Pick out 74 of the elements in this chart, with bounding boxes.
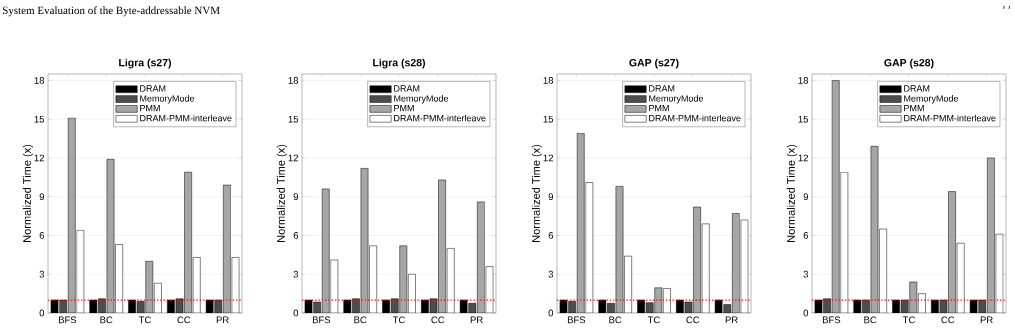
y-tick-label: 18 — [798, 77, 809, 84]
y-tick-label: 3 — [803, 270, 809, 278]
y-tick-label: 6 — [39, 232, 45, 239]
legend-label: DRAM-PMM-interleave — [394, 114, 486, 122]
y-tick-label: 12 — [798, 154, 808, 162]
y-tick-label: 18 — [288, 77, 299, 84]
x-tick-label: BFS — [567, 316, 586, 324]
x-tick-label: PR — [980, 316, 993, 324]
x-tick-label: BC — [100, 316, 113, 324]
y-tick-label: 0 — [293, 309, 299, 317]
x-tick-label: BC — [864, 316, 877, 324]
x-tick-label: BFS — [822, 316, 841, 324]
legend-label: DRAM-PMM-interleave — [649, 114, 741, 122]
legend-label: MemoryMode — [394, 95, 449, 104]
legend-label: MemoryMode — [904, 95, 959, 104]
y-tick-label: 3 — [548, 270, 554, 278]
legend-label: DRAM — [394, 85, 420, 92]
legend-label: DRAM — [649, 85, 675, 92]
x-tick-label: CC — [431, 316, 445, 324]
x-tick-label: BFS — [58, 316, 77, 324]
legend-label: DRAM — [904, 85, 930, 92]
x-tick-label: PR — [216, 316, 229, 324]
chart-title: Ligra (s27) — [119, 58, 172, 69]
y-tick-label: 0 — [803, 309, 809, 317]
y-tick-label: 9 — [803, 193, 809, 201]
text: , , — [1002, 6, 1011, 10]
legend-label: PMM — [140, 105, 160, 112]
legend-label: PMM — [904, 105, 924, 112]
text: System Evaluation of the Byte-addressable NVM — [2, 6, 220, 17]
legend-label: PMM — [394, 105, 414, 112]
y-axis-title: Normalized Time (x) — [276, 144, 288, 242]
x-tick-label: TC — [902, 316, 915, 324]
y-tick-label: 15 — [798, 115, 809, 123]
y-tick-label: 18 — [543, 77, 554, 84]
y-tick-label: 0 — [548, 309, 554, 317]
y-tick-label: 15 — [543, 115, 554, 123]
legend-label: DRAM-PMM-interleave — [904, 114, 996, 122]
chart-title: GAP (s27) — [629, 58, 679, 69]
y-axis-title: Normalized Time (x) — [531, 144, 543, 242]
y-tick-label: 6 — [548, 232, 554, 239]
y-tick-label: 15 — [288, 115, 299, 123]
y-tick-label: 9 — [293, 193, 299, 201]
y-tick-label: 12 — [34, 154, 45, 162]
y-tick-label: 9 — [548, 193, 554, 201]
legend-label: DRAM-PMM-interleave — [140, 114, 232, 122]
y-tick-label: 6 — [293, 232, 299, 239]
y-tick-label: 15 — [34, 115, 45, 123]
y-tick-label: 9 — [39, 193, 45, 201]
y-tick-label: 3 — [293, 270, 299, 278]
y-tick-label: 3 — [39, 270, 45, 278]
x-tick-label: PR — [470, 316, 483, 324]
x-tick-label: TC — [138, 316, 151, 324]
chart-title: GAP (s28) — [884, 58, 934, 69]
y-axis-title: Normalized Time (x) — [22, 144, 34, 242]
y-axis-title: Normalized Time (x) — [786, 144, 798, 242]
x-tick-label: TC — [647, 316, 660, 324]
legend-label: PMM — [649, 105, 669, 112]
x-tick-label: BC — [354, 316, 367, 324]
x-tick-label: CC — [941, 316, 955, 324]
y-tick-label: 12 — [543, 154, 553, 162]
x-tick-label: BFS — [312, 316, 331, 324]
x-tick-label: CC — [686, 316, 700, 324]
y-tick-label: 18 — [34, 77, 45, 84]
y-tick-label: 0 — [39, 309, 45, 317]
chart-title: Ligra (s28) — [373, 58, 426, 69]
y-tick-label: 6 — [803, 232, 809, 239]
legend-label: MemoryMode — [140, 95, 195, 104]
x-tick-label: PR — [725, 316, 738, 324]
x-tick-label: CC — [177, 316, 191, 324]
legend-label: DRAM — [140, 85, 166, 92]
x-tick-label: BC — [609, 316, 622, 324]
y-tick-label: 12 — [288, 154, 299, 162]
legend-label: MemoryMode — [649, 95, 704, 104]
x-tick-label: TC — [392, 316, 405, 324]
